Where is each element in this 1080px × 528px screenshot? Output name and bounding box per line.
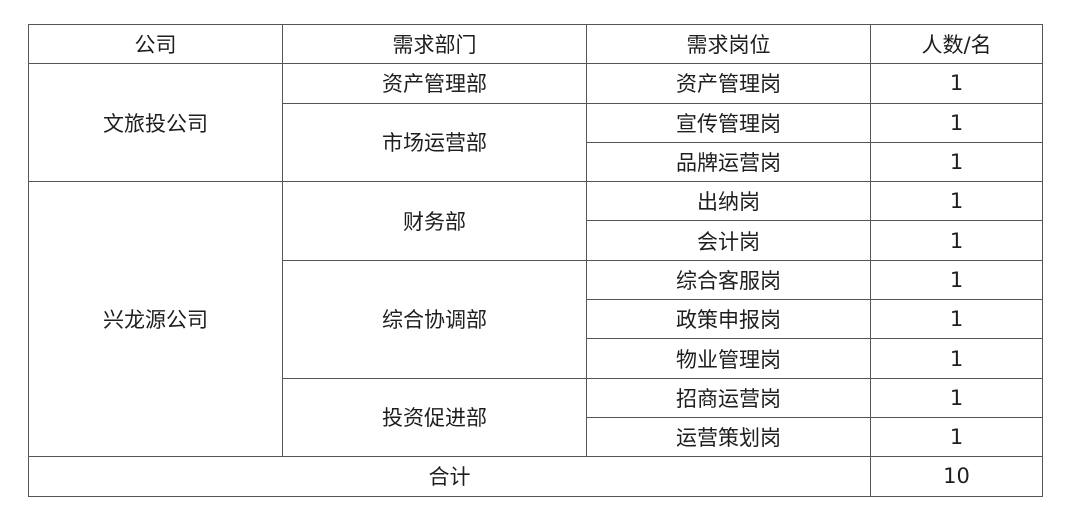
- header-company: 公司: [28, 23, 283, 65]
- count-cell: 1: [870, 63, 1043, 104]
- table-row: 政策申报岗 1: [29, 299, 1043, 340]
- count-cell: 1: [870, 377, 1043, 418]
- company-cell: 文旅投公司: [28, 63, 283, 183]
- count-cell: 1: [870, 416, 1043, 458]
- company-cell: 兴龙源公司: [28, 181, 283, 458]
- total-row: 合计 10: [28, 456, 1043, 497]
- position-cell: 运营策划岗: [586, 416, 871, 458]
- table-row: 综合协调部 综合客服岗 1: [29, 259, 1043, 379]
- table-row: 会计岗 1: [29, 220, 1043, 261]
- position-cell: 出纳岗: [586, 181, 871, 222]
- header-position: 需求岗位: [586, 23, 871, 65]
- count-cell: 1: [870, 141, 1043, 183]
- position-cell: 宣传管理岗: [586, 102, 871, 143]
- position-cell: 物业管理岗: [586, 338, 871, 379]
- count-cell: 1: [870, 259, 1043, 301]
- table-row: 文旅投公司 资产管理部 资产管理岗 1: [28, 63, 1043, 183]
- department-cell: 财务部: [282, 181, 587, 261]
- header-department: 需求部门: [282, 23, 587, 65]
- department-cell: 投资促进部: [282, 377, 587, 458]
- position-cell: 招商运营岗: [586, 377, 871, 418]
- count-cell: 1: [870, 299, 1043, 340]
- table-row: 兴龙源公司 财务部 出纳岗 1: [28, 181, 1043, 458]
- recruitment-table: 公司 需求部门 需求岗位 人数/名 文旅投公司 资产管理部 资产管理岗 1 市场运营部宣…: [28, 23, 1043, 497]
- department-cell: 综合协调部: [282, 259, 587, 379]
- table-row: 市场运营部 宣传管理岗 1: [29, 102, 1043, 183]
- count-cell: 1: [870, 181, 1043, 222]
- position-cell: 综合客服岗: [586, 259, 871, 301]
- table-row: 物业管理岗 1: [29, 338, 1043, 379]
- position-cell: 资产管理岗: [586, 63, 871, 104]
- count-cell: 1: [870, 220, 1043, 261]
- header-row: 公司 需求部门 需求岗位 人数/名: [28, 23, 1043, 65]
- position-cell: 会计岗: [586, 220, 871, 261]
- department-cell: 市场运营部: [282, 102, 587, 183]
- header-count: 人数/名: [870, 23, 1043, 65]
- table-row: 投资促进部 招商运营岗 1: [29, 377, 1043, 458]
- count-cell: 1: [870, 102, 1043, 143]
- total-count: 10: [870, 456, 1043, 497]
- department-cell: 资产管理部: [282, 63, 587, 104]
- position-cell: 政策申报岗: [586, 299, 871, 340]
- position-cell: 品牌运营岗: [586, 141, 871, 183]
- count-cell: 1: [870, 338, 1043, 379]
- total-label: 合计: [28, 456, 871, 497]
